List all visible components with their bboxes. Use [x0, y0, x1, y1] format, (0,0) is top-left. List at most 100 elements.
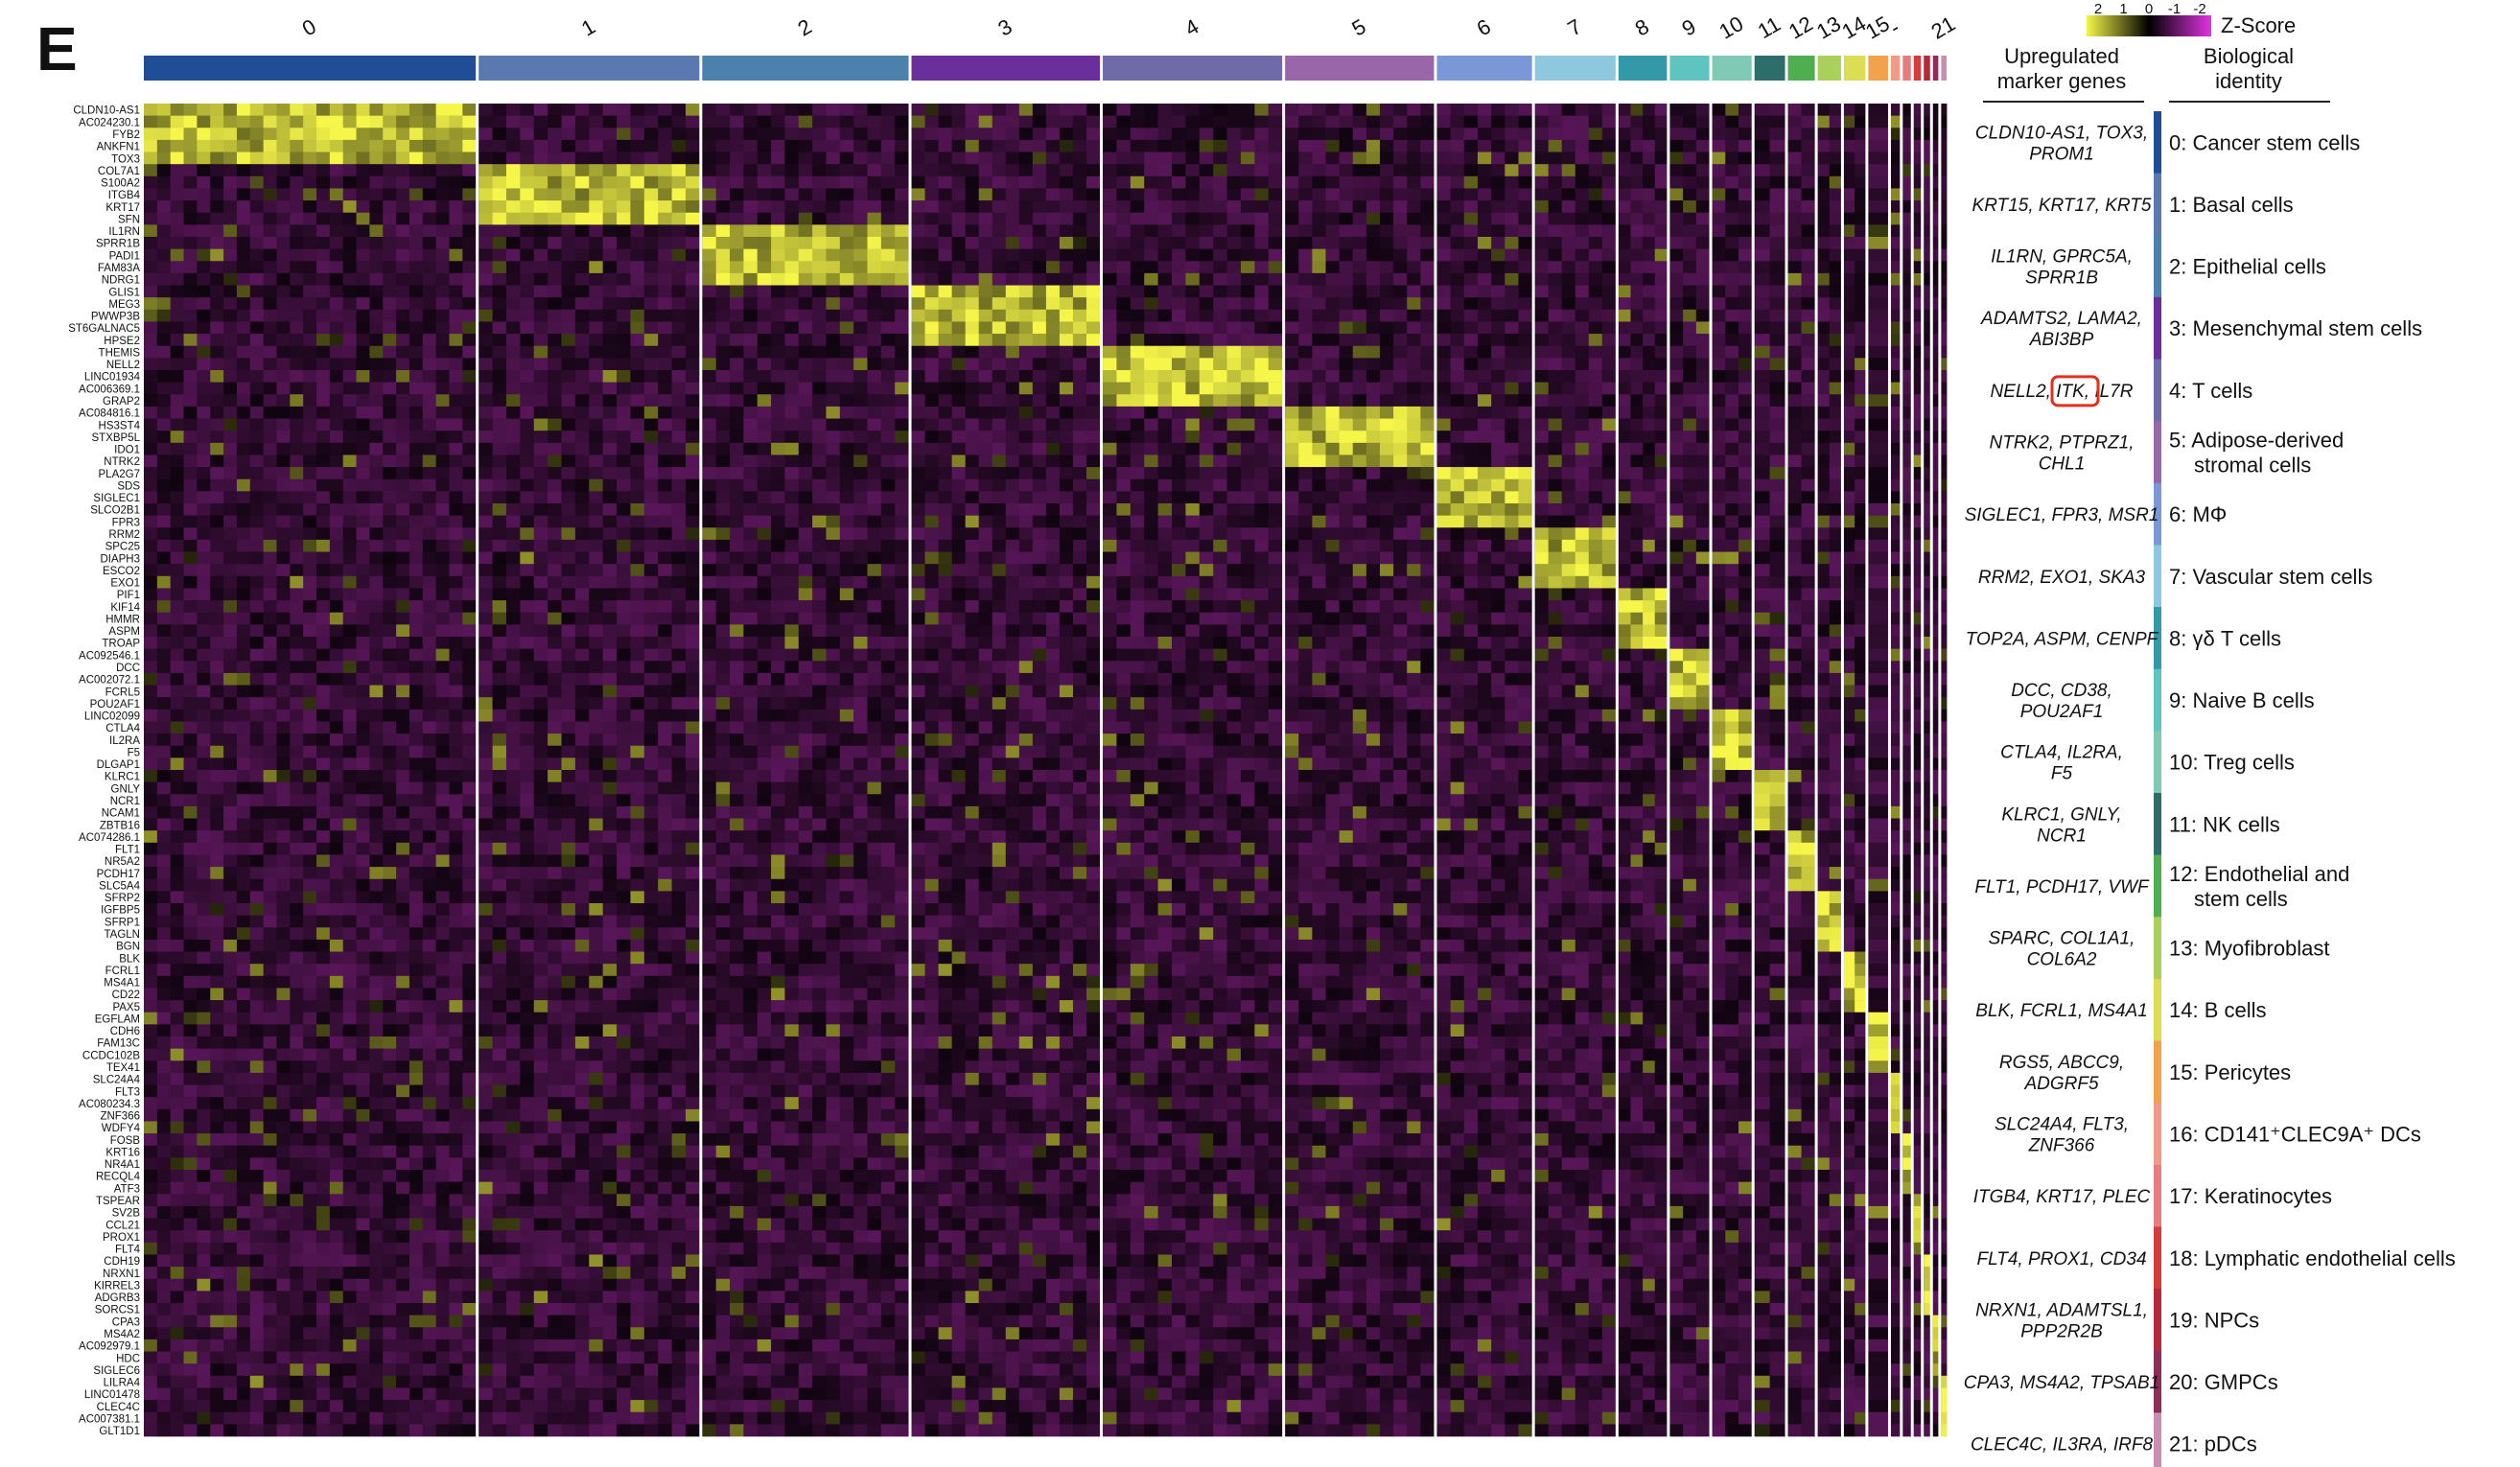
- heat-cell: [383, 491, 397, 504]
- heat-cell: [589, 115, 604, 128]
- heat-cell: [1312, 321, 1326, 335]
- heat-cell: [1420, 188, 1435, 201]
- heat-cell: [826, 175, 841, 189]
- heat-cell: [826, 224, 841, 238]
- heat-cell: [1045, 212, 1061, 225]
- heat-cell: [1643, 237, 1656, 249]
- heat-cell: [1654, 224, 1668, 238]
- heat-cell: [1695, 151, 1710, 165]
- heat-cell: [1312, 175, 1326, 189]
- heat-cell: [316, 248, 331, 262]
- heat-cell: [880, 200, 896, 214]
- heat-cell: [329, 503, 344, 516]
- heat-cell: [1268, 285, 1283, 298]
- heat-cell: [643, 200, 659, 214]
- heat-cell: [1548, 164, 1563, 177]
- heat-cell: [1072, 248, 1087, 262]
- heat-cell: [771, 139, 785, 152]
- heat-cell: [548, 104, 562, 116]
- heat-cell: [938, 104, 953, 116]
- heat-cell: [249, 382, 265, 395]
- heat-cell: [263, 321, 277, 335]
- heat-cell: [1630, 128, 1644, 141]
- heat-cell: [1116, 382, 1132, 395]
- heat-cell: [1059, 200, 1074, 214]
- heat-cell: [1436, 345, 1452, 359]
- heat-cell: [826, 139, 841, 152]
- heat-cell: [602, 175, 618, 189]
- heat-cell: [1325, 382, 1341, 395]
- heat-cell: [880, 272, 896, 286]
- heat-cell: [826, 491, 841, 504]
- heat-cell: [784, 285, 800, 298]
- heat-cell: [223, 382, 238, 395]
- heat-cell: [895, 382, 909, 395]
- heat-cell: [1352, 515, 1367, 528]
- heat-cell: [784, 539, 800, 552]
- heat-cell: [462, 515, 477, 528]
- heat-cell: [1298, 467, 1313, 480]
- heat-cell: [1787, 237, 1802, 249]
- heat-cell: [1643, 297, 1656, 311]
- heat-cell: [290, 345, 304, 359]
- heat-cell: [1630, 151, 1644, 165]
- heat-cell: [743, 188, 758, 201]
- heat-cell: [1226, 212, 1242, 225]
- heat-cell: [1005, 151, 1020, 165]
- heat-cell: [1144, 139, 1159, 152]
- heat-cell: [316, 224, 331, 238]
- heat-cell: [1085, 285, 1101, 298]
- heat-cell: [743, 115, 758, 128]
- heat-cell: [771, 382, 785, 395]
- heat-cell: [1548, 200, 1563, 214]
- heat-cell: [1116, 237, 1132, 249]
- heat-cell: [1801, 104, 1815, 116]
- heat-cell: [1630, 358, 1644, 371]
- heat-cell: [771, 200, 785, 214]
- heat-cell: [671, 478, 687, 492]
- heat-cell: [303, 358, 317, 371]
- heat-cell: [462, 345, 477, 359]
- heat-cell: [236, 151, 251, 165]
- heat-cell: [1561, 104, 1576, 116]
- heat-cell: [839, 224, 854, 238]
- heat-cell: [1226, 321, 1242, 335]
- heat-cell: [356, 309, 370, 322]
- heat-cell: [978, 334, 993, 347]
- heat-cell: [561, 370, 576, 383]
- heat-cell: [1379, 297, 1394, 311]
- heat-cell: [356, 188, 370, 201]
- heat-cell: [383, 297, 397, 311]
- heat-cell: [784, 345, 800, 359]
- heat-cell: [1298, 539, 1313, 552]
- heat-cell: [1534, 224, 1550, 238]
- heat-cell: [290, 503, 304, 516]
- heat-cell: [1103, 164, 1117, 177]
- heat-cell: [1769, 431, 1785, 444]
- heat-cell: [1829, 200, 1842, 214]
- heat-cell: [798, 321, 813, 335]
- heat-cell: [1420, 115, 1435, 128]
- heat-cell: [1669, 272, 1684, 286]
- heat-cell: [1365, 334, 1381, 347]
- heat-cell: [1130, 358, 1145, 371]
- heat-cell: [1226, 164, 1242, 177]
- heat-cell: [156, 285, 172, 298]
- heat-cell: [757, 382, 772, 395]
- heat-cell: [1932, 503, 1939, 516]
- heat-cell: [1769, 345, 1785, 359]
- heat-cell: [1240, 515, 1255, 528]
- heat-cell: [771, 358, 785, 371]
- heat-cell: [1365, 188, 1381, 201]
- heat-cell: [548, 128, 562, 141]
- heat-cell: [1365, 309, 1381, 322]
- heat-cell: [1548, 431, 1563, 444]
- heat-cell: [1725, 188, 1739, 201]
- heat-cell: [1116, 478, 1132, 492]
- heat-cell: [1352, 285, 1367, 298]
- heat-cell: [853, 212, 868, 225]
- heat-cell: [1285, 394, 1299, 408]
- heat-cell: [1868, 297, 1889, 311]
- heat-cell: [1407, 188, 1421, 201]
- heat-cell: [1085, 442, 1101, 455]
